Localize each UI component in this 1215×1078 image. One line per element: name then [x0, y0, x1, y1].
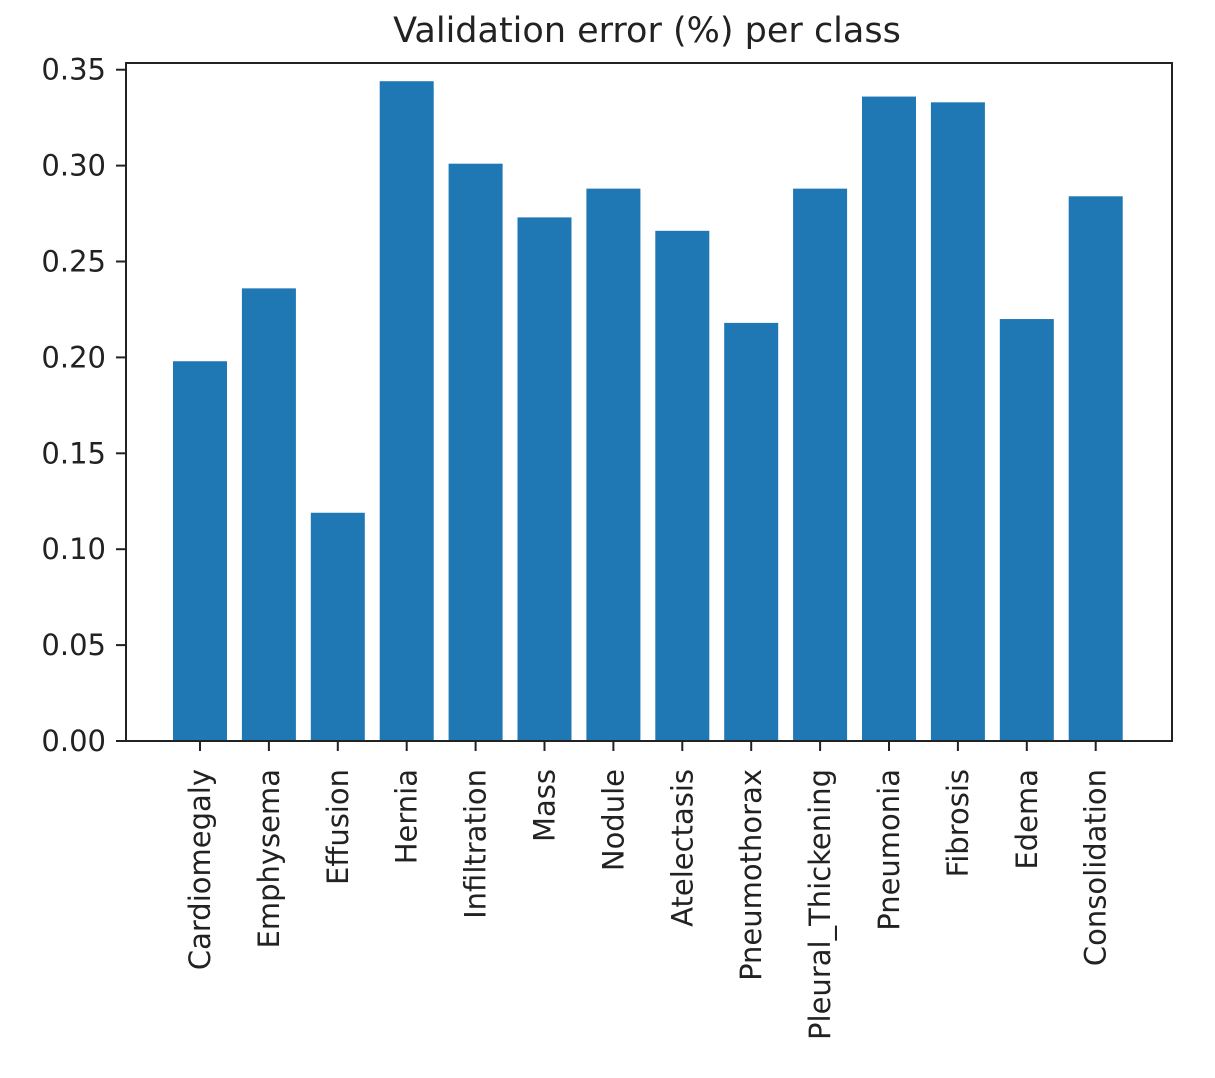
chart-title: Validation error (%) per class: [393, 11, 901, 51]
bar-hernia: [379, 81, 434, 742]
y-tick-label: 0.35: [41, 53, 106, 87]
y-tick-label: 0.25: [41, 245, 106, 279]
bar-atelectasis: [655, 230, 710, 741]
x-tick-label: Fibrosis: [941, 769, 975, 877]
x-tick-label: Pneumothorax: [734, 769, 768, 981]
x-tick-label: Emphysema: [252, 769, 286, 949]
y-axis: 0.00 0.05 0.10 0.15 0.20 0.25 0.30 0.35: [41, 53, 126, 758]
bar-cardiomegaly: [173, 361, 227, 741]
bars-layer: [173, 81, 1123, 742]
x-tick-label: Mass: [528, 769, 562, 842]
x-tick-label: Consolidation: [1079, 769, 1113, 966]
plot-frame: [125, 62, 1173, 742]
bar-nodule: [586, 188, 641, 741]
y-tick-label: 0.05: [41, 628, 106, 662]
bar-infiltration: [448, 163, 503, 742]
x-tick-label: Edema: [1010, 769, 1044, 870]
bar-pneumothorax: [724, 322, 779, 741]
bar-edema: [999, 319, 1054, 741]
bar-mass: [517, 217, 572, 741]
y-tick-label: 0.10: [41, 532, 106, 566]
bar-emphysema: [241, 288, 296, 741]
x-tick-label: Nodule: [596, 769, 630, 871]
y-tick-label: 0.00: [41, 724, 106, 758]
x-tick-label: Effusion: [321, 769, 355, 885]
bar-pleural-thickening: [793, 188, 848, 741]
bar-fibrosis: [930, 102, 985, 742]
x-tick-label: Atelectasis: [665, 769, 699, 927]
x-tick-label: Hernia: [390, 769, 424, 864]
bar-effusion: [310, 512, 365, 741]
x-tick-label: Pneumonia: [872, 769, 906, 931]
x-tick-label: Pleural_Thickening: [803, 769, 837, 1040]
y-tick-label: 0.20: [41, 340, 106, 374]
x-axis: Cardiomegaly Emphysema Effusion Hernia Infil…: [183, 741, 1113, 1040]
y-tick-label: 0.15: [41, 436, 106, 470]
bar-pneumonia: [862, 96, 916, 742]
bar-consolidation: [1068, 196, 1123, 741]
y-tick-label: 0.30: [41, 149, 106, 183]
x-tick-label: Cardiomegaly: [183, 769, 217, 970]
x-tick-label: Infiltration: [459, 769, 493, 919]
